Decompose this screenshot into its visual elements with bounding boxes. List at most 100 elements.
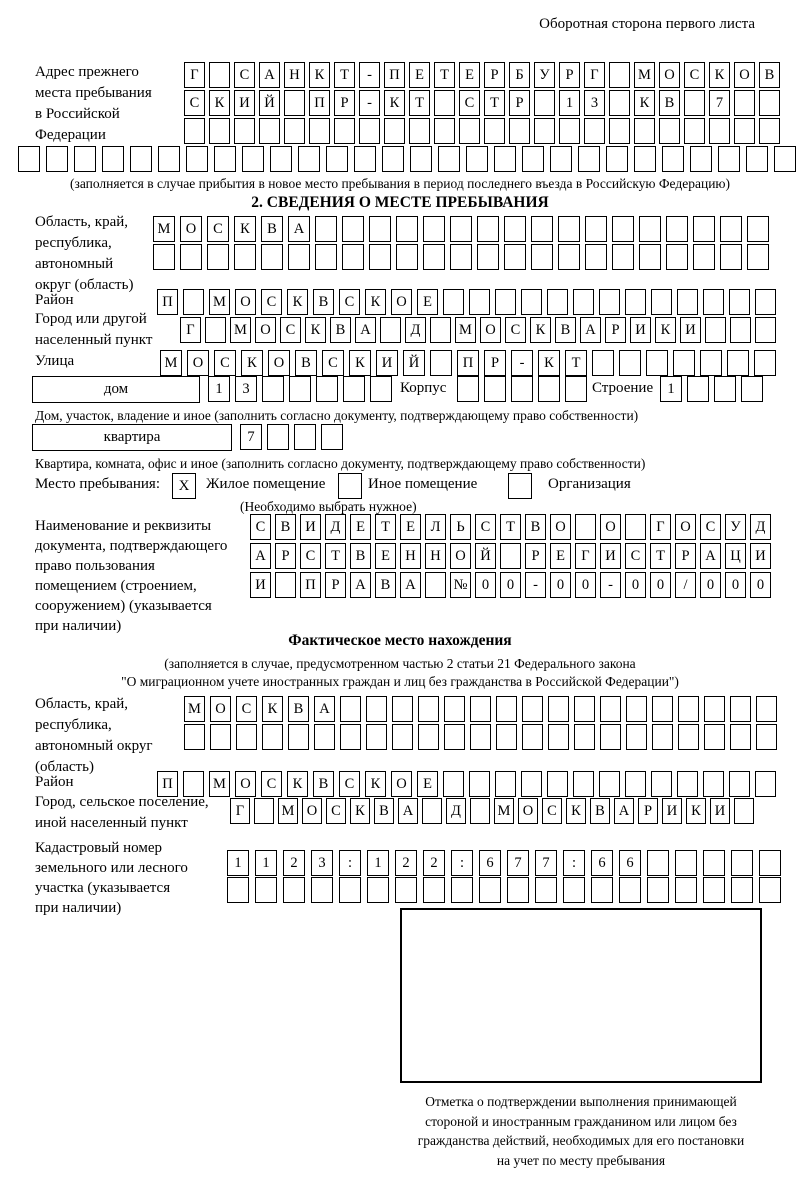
char-cell [647,877,669,903]
label-line: Область, край, [35,214,129,230]
char-cell: К [309,62,330,88]
char-cell: И [750,543,771,569]
label-line: стороной и иностранным гражданином или л… [425,1113,737,1129]
char-cell [509,118,530,144]
document-row-3: И П Р А В А № 0 0-0 0-0 0/0 0 0 [250,572,775,598]
label-line: при наличии) [35,900,122,916]
char-cell [730,317,751,343]
char-cell [354,146,376,172]
char-cell [184,724,205,750]
char-cell: М [209,771,230,797]
label-line: населенный пункт [35,332,153,348]
prev-address-label: Адрес прежнего места пребывания в Россий… [35,62,152,146]
char-cell [314,724,335,750]
char-cell: 2 [395,850,417,876]
char-cell [600,696,621,722]
checkbox-residential: X [172,473,196,499]
char-cell: 1 [559,90,580,116]
char-cell [392,696,413,722]
char-cell: С [234,62,255,88]
char-cell: Р [559,62,580,88]
char-cell: В [313,289,334,315]
char-cell: О [480,317,501,343]
char-cell [521,771,542,797]
char-cell: Т [334,62,355,88]
char-cell [74,146,96,172]
char-cell [450,216,472,242]
char-cell: С [280,317,301,343]
char-cell [259,118,280,144]
char-cell [531,216,553,242]
char-cell [730,696,751,722]
char-cell [609,118,630,144]
option-other-premises-label: Иное помещение [368,476,478,492]
char-cell: 0 [550,572,571,598]
char-cell: Н [400,543,421,569]
char-cell [234,118,255,144]
char-cell [634,146,656,172]
char-cell [522,146,544,172]
char-cell [234,244,256,270]
char-cell: О [518,798,538,824]
actual-region-label: Область, край, республика, автономный ок… [35,694,153,778]
char-cell [755,317,776,343]
label-line: автономный [35,256,114,272]
char-cell: С [625,543,646,569]
char-cell [469,289,490,315]
char-cell [342,244,364,270]
char-cell [599,771,620,797]
char-cell: Г [180,317,201,343]
label-line: Кадастровый номер [35,840,162,856]
char-cell: Й [259,90,280,116]
char-cell: К [538,350,560,376]
char-cell: 2 [423,850,445,876]
char-cell: - [511,350,533,376]
char-cell [342,216,364,242]
char-cell: 3 [584,90,605,116]
char-cell [255,877,277,903]
char-cell [521,289,542,315]
char-cell: Д [446,798,466,824]
char-cell [496,696,517,722]
char-cell: 6 [619,850,641,876]
char-cell: М [455,317,476,343]
char-cell: К [634,90,655,116]
char-cell [746,146,768,172]
char-cell: В [295,350,317,376]
char-cell [756,724,777,750]
char-cell [369,216,391,242]
actual-district-label: Район [35,774,74,790]
char-cell [511,376,533,402]
char-cell [186,146,208,172]
char-cell: У [725,514,746,540]
char-cell [367,877,389,903]
char-cell [438,146,460,172]
char-cell: Ц [725,543,746,569]
char-cell [450,244,472,270]
char-cell: И [630,317,651,343]
stroenie-row: 1 [660,376,768,402]
stay-place-label: Место пребывания: [35,476,160,492]
char-cell [423,216,445,242]
char-cell [690,146,712,172]
char-cell [678,696,699,722]
char-cell: А [350,572,371,598]
char-cell: С [326,798,346,824]
char-cell [522,724,543,750]
char-cell [625,289,646,315]
char-cell: С [261,771,282,797]
char-cell: Е [550,543,571,569]
label-line: сооружением) (указывается [35,598,212,614]
apartment-number-row: 7 [240,424,348,450]
char-cell [626,696,647,722]
char-cell [315,244,337,270]
char-cell [734,90,755,116]
char-cell [651,771,672,797]
char-cell [443,289,464,315]
label-line: земельного или лесного [35,860,188,876]
char-cell [180,244,202,270]
stamp-caption: Отметка о подтверждении выполнения прини… [390,1092,772,1170]
label-line: места пребывания [35,85,152,101]
char-cell: : [451,850,473,876]
